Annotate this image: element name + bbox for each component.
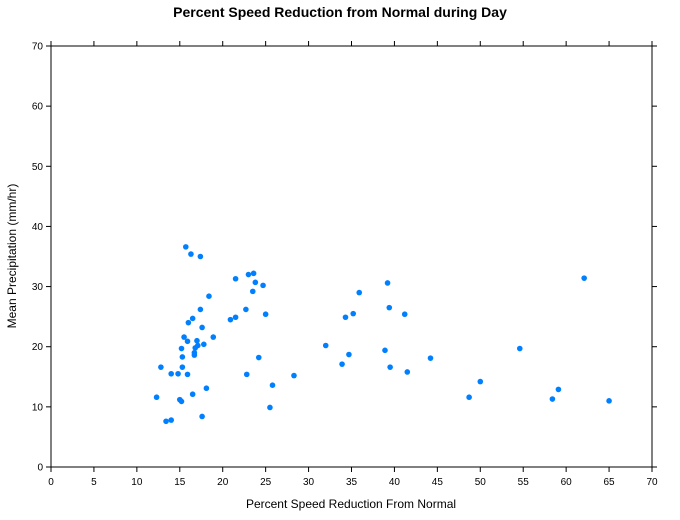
y-tick-label: 40 [32,222,44,233]
data-point [269,382,276,389]
data-point [191,352,198,358]
data-point [267,404,273,411]
data-point [189,315,196,322]
data-point [179,354,186,360]
data-point [197,306,204,313]
data-point [291,372,297,379]
data-point [168,417,174,423]
data-point [322,342,329,349]
y-axis-label: Mean Precipitation (mm/hr) [5,184,19,329]
x-tick-label: 0 [48,477,54,488]
data-point [243,371,250,378]
y-tick-label: 30 [32,282,44,293]
y-tick-label: 70 [32,42,44,53]
data-point [184,338,191,345]
x-tick-label: 15 [174,477,186,488]
data-points [153,244,612,425]
chart-title: Percent Speed Reduction from Normal duri… [173,4,507,20]
data-point [182,244,189,250]
data-point [184,371,191,378]
x-tick-label: 40 [389,477,401,488]
data-point [606,398,612,404]
data-point [158,364,164,370]
x-tick-label: 35 [346,477,358,488]
data-point [178,345,185,352]
x-tick-label: 60 [561,477,573,488]
data-point [382,347,388,354]
data-point [199,413,205,420]
data-point [195,342,201,349]
data-point [346,351,352,358]
data-point [227,316,234,323]
data-point [175,370,181,377]
data-point [339,361,345,367]
x-tick-label: 25 [260,477,272,488]
data-point [356,289,363,296]
data-point [252,279,259,286]
data-point [384,280,391,286]
data-point [516,345,523,352]
data-point [255,354,262,361]
y-tick-label: 20 [32,342,44,353]
y-tick-label: 60 [32,102,44,113]
x-tick-label: 45 [432,477,444,488]
data-point [260,282,266,289]
data-point [245,271,252,278]
x-tick-label: 5 [91,477,97,488]
data-point [203,385,210,392]
y-axis: 0 10 20 30 40 50 60 70 [32,42,657,474]
data-point [549,396,556,402]
data-point [243,306,249,313]
data-point [210,334,217,340]
x-tick-label: 20 [217,477,229,488]
data-point [163,418,169,425]
y-tick-label: 0 [37,463,43,474]
data-point [404,369,411,375]
x-tick-label: 10 [131,477,143,488]
x-tick-label: 70 [646,477,658,488]
x-tick-label: 55 [518,477,530,488]
data-point [189,391,196,398]
y-tick-label: 10 [32,402,44,413]
plot-frame [50,45,653,468]
data-point [188,251,194,257]
data-point [206,293,212,299]
data-point [232,314,239,321]
x-tick-label: 30 [303,477,315,488]
data-point [232,275,239,282]
data-point [199,324,205,331]
data-point [185,319,192,326]
data-point [401,311,408,318]
y-tick-label: 50 [32,162,44,173]
data-point [178,398,185,405]
data-point [194,337,200,344]
x-tick-label: 65 [604,477,616,488]
data-point [201,341,207,348]
data-point [555,386,562,393]
x-axis-label: Percent Speed Reduction From Normal [246,497,456,511]
data-point [249,288,256,295]
data-point [168,370,174,377]
data-point [197,253,204,260]
data-point [387,364,393,370]
data-point [250,270,257,277]
data-point [342,314,349,321]
data-point [466,394,472,401]
data-point [350,310,357,317]
data-point [181,334,187,340]
data-point [386,304,393,311]
x-axis: 0 5 10 15 20 25 30 35 40 45 50 55 60 65 70 [48,41,658,488]
data-point [427,355,434,361]
data-point [153,394,160,401]
data-point [581,275,587,281]
data-point [262,311,269,318]
data-point [179,364,186,370]
x-tick-label: 50 [475,477,487,488]
data-point [477,378,484,385]
